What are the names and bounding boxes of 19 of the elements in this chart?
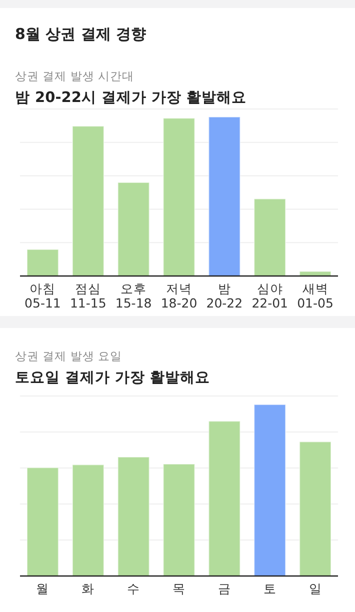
x-tick-label: 밤 20-22 [206,281,243,310]
x-tick-label: 일 [308,581,322,596]
subtitle: 상권 결제 발생 시간대 [15,69,134,83]
x-tick-label: 화 [82,581,95,596]
x-tick-label: 토 [263,581,276,596]
annotation: 8월 상권 결제 경향 [15,25,146,43]
title: 밤 20-22시 결제가 가장 활발해요 [15,90,247,106]
x-tick-label: 오후 15-18 [115,281,152,310]
x-tick-label: 심야 22-01 [252,281,288,310]
x-tick-label: 월 [36,581,50,596]
x-tick-label: 점심 11-15 [70,281,106,310]
x-tick-label: 금 [218,581,231,596]
x-tick-label: 목 [172,581,186,596]
x-tick-label: 저녁 18-20 [160,281,198,310]
subtitle: 상권 결제 발생 요일 [15,349,122,363]
x-tick-label: 새벽 01-05 [297,281,334,310]
title: 토요일 결제가 가장 활발해요 [15,370,210,386]
x-tick-label: 수 [127,581,140,596]
x-tick-label: 아침 05-11 [24,281,61,310]
